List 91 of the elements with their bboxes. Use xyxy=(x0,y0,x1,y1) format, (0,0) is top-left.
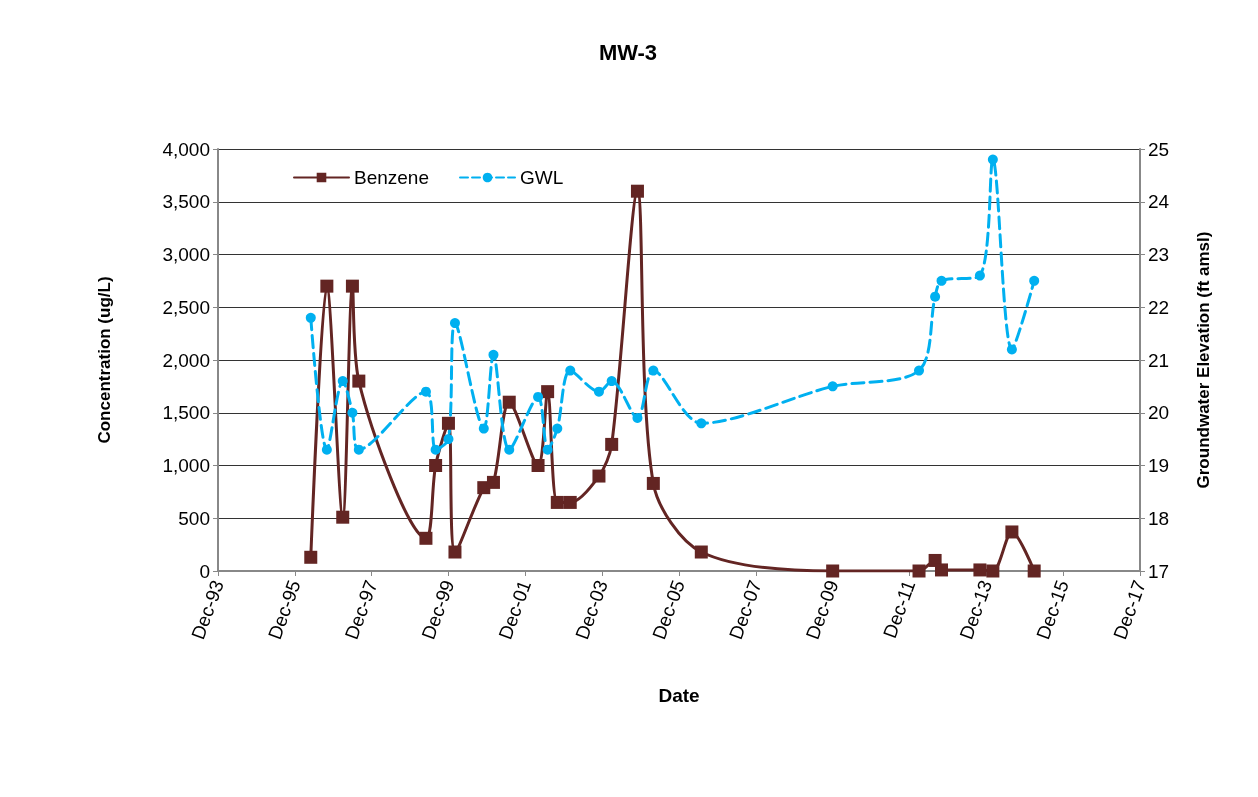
y-tick-label: 3,500 xyxy=(162,191,210,213)
x-tick-label: Dec-09 xyxy=(801,577,843,643)
x-axis-title: Date xyxy=(658,685,700,706)
point xyxy=(449,318,460,329)
y-tick-label: 4,000 xyxy=(162,138,210,160)
y2-tick-label: 18 xyxy=(1148,507,1170,529)
x-tick-label: Dec-01 xyxy=(494,577,536,643)
y2-tick-label: 19 xyxy=(1148,455,1170,476)
y-tick-label: 1,000 xyxy=(162,455,210,476)
point xyxy=(935,563,949,577)
point xyxy=(443,434,454,445)
x-tick-label: Dec-97 xyxy=(340,577,382,643)
point xyxy=(486,475,500,489)
y-tick-label: 2,500 xyxy=(162,296,210,318)
point xyxy=(632,413,643,424)
x-tick-label: Dec-15 xyxy=(1032,577,1073,643)
point xyxy=(542,444,553,455)
x-tick-label: Dec-05 xyxy=(648,577,689,643)
point xyxy=(974,270,985,281)
point xyxy=(914,365,925,376)
point xyxy=(694,545,708,559)
x-tick-label: Dec-99 xyxy=(417,577,459,643)
point xyxy=(502,395,516,409)
point xyxy=(912,564,926,578)
y2-tick-label: 25 xyxy=(1148,138,1170,160)
point xyxy=(593,386,604,397)
point xyxy=(488,349,499,360)
x-tick-label: Dec-17 xyxy=(1109,577,1150,643)
point xyxy=(987,154,998,165)
x-tick-label: Dec-07 xyxy=(724,577,766,643)
point xyxy=(826,564,840,578)
point xyxy=(533,391,544,402)
point xyxy=(630,184,644,198)
point xyxy=(305,312,316,323)
point xyxy=(565,365,576,376)
point xyxy=(353,444,364,455)
point xyxy=(448,545,462,559)
chart-title: MW-3 xyxy=(598,39,658,65)
point xyxy=(429,459,443,472)
y2-tick-label: 22 xyxy=(1148,296,1170,318)
point xyxy=(592,469,606,483)
point xyxy=(541,385,555,399)
point xyxy=(337,376,348,387)
y-axis-title: Concentration (ug/L) xyxy=(95,276,114,444)
point xyxy=(1006,344,1017,355)
y2-tick-label: 24 xyxy=(1148,191,1170,213)
point xyxy=(352,374,366,388)
point xyxy=(420,386,431,397)
point xyxy=(504,444,515,455)
point xyxy=(347,407,358,418)
point xyxy=(986,564,1000,578)
point xyxy=(563,495,577,509)
point xyxy=(550,495,564,509)
x-tick-label: Dec-11 xyxy=(879,577,920,641)
y2-tick-label: 21 xyxy=(1148,349,1170,371)
point xyxy=(321,444,332,455)
point xyxy=(320,279,334,293)
point xyxy=(1005,525,1019,539)
x-tick-label: Dec-95 xyxy=(263,577,305,643)
y-tick-label: 2,000 xyxy=(162,349,210,371)
x-tick-label: Dec-03 xyxy=(571,577,612,643)
point xyxy=(478,423,489,434)
y2-tick-label: 20 xyxy=(1148,402,1170,424)
point xyxy=(696,418,707,429)
point xyxy=(606,376,617,387)
point xyxy=(304,550,318,564)
x-tick-label: Dec-13 xyxy=(955,577,997,643)
point xyxy=(936,275,947,286)
point xyxy=(336,510,350,524)
point xyxy=(646,476,660,490)
y-tick-label: 500 xyxy=(178,507,210,529)
point xyxy=(1027,564,1041,578)
point xyxy=(430,444,441,455)
point xyxy=(1029,275,1040,286)
point xyxy=(441,416,455,430)
y2-tick-label: 23 xyxy=(1148,244,1170,265)
point xyxy=(648,365,659,376)
point xyxy=(552,423,563,434)
point xyxy=(605,437,619,451)
point xyxy=(345,279,359,293)
y2-axis-title: Groundwater Elevation (ft amsl) xyxy=(1194,231,1213,489)
y2-tick-label: 17 xyxy=(1148,560,1170,582)
point xyxy=(419,531,433,545)
point xyxy=(531,459,545,472)
legend-label: GWL xyxy=(520,167,564,188)
y-tick-label: 1,500 xyxy=(162,402,210,424)
point xyxy=(827,381,838,392)
point xyxy=(973,563,987,577)
y-tick-label: 3,000 xyxy=(162,244,210,265)
legend-label: Benzene xyxy=(354,167,430,188)
point xyxy=(930,291,941,302)
